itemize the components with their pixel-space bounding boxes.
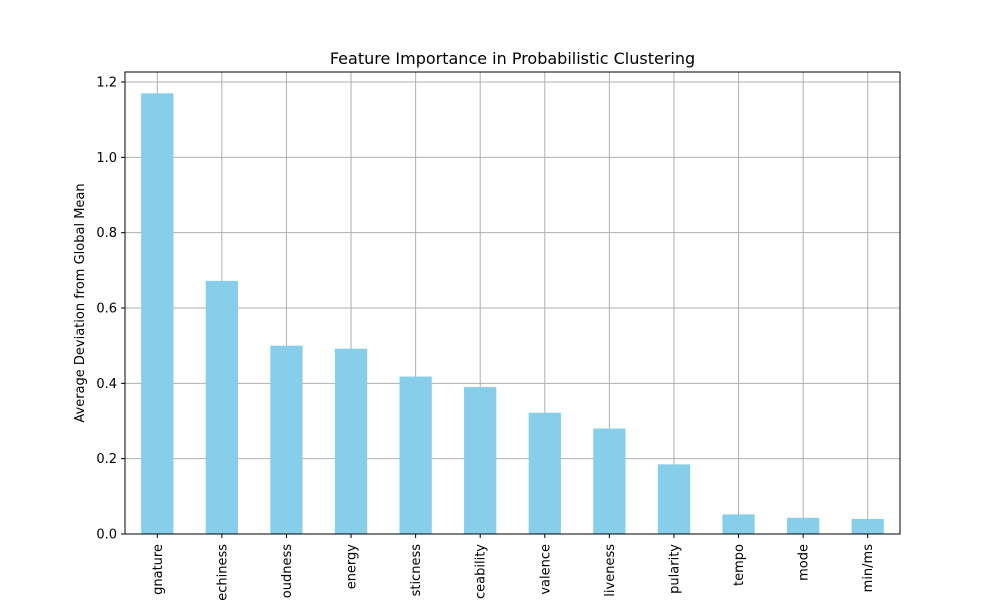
- bar-tempo: [722, 514, 755, 534]
- y-axis-label: Average Deviation from Global Mean: [73, 183, 88, 422]
- y-tick-label: 1.2: [96, 76, 117, 91]
- x-tick-label: mode: [797, 544, 812, 581]
- bar-ceability: [464, 387, 497, 534]
- x-tick-label: tempo: [732, 544, 747, 586]
- bar-energy: [334, 348, 368, 534]
- x-tick-label: echiness: [215, 544, 230, 600]
- bar-liveness: [593, 428, 626, 534]
- bar-min-ms: [851, 518, 884, 534]
- bar-pularity: [657, 464, 691, 534]
- plot-frame: [124, 71, 901, 535]
- bars: [141, 93, 884, 534]
- y-tick-label: 0.4: [96, 377, 117, 392]
- bar-mode: [786, 517, 820, 534]
- y-tick-label: 1.0: [96, 151, 117, 166]
- y-tick-label: 0.0: [96, 528, 117, 543]
- y-tick-label: 0.8: [96, 226, 117, 241]
- x-tick-label: valence: [538, 544, 553, 595]
- y-tick-label: 0.2: [96, 452, 117, 467]
- x-tick-label: min/ms: [861, 544, 876, 593]
- y-tick-label: 0.6: [96, 302, 117, 317]
- bar-echiness: [205, 280, 239, 534]
- bar-gnature: [141, 93, 174, 534]
- x-tick-label: gnature: [151, 544, 166, 595]
- grid-lines: [125, 72, 900, 535]
- x-tick-label: sticness: [409, 544, 424, 597]
- x-tick-label: liveness: [603, 544, 618, 597]
- bar-valence: [528, 412, 561, 534]
- y-axis-ticks: 0.0 0.2 0.4 0.6 0.8 1.0 1.2: [96, 76, 125, 543]
- x-axis-ticks: gnature echiness oudness energy sticness ceab…: [151, 534, 876, 600]
- x-tick-label: oudness: [280, 544, 295, 598]
- x-tick-label: pularity: [667, 544, 682, 594]
- bar-sticness: [399, 376, 432, 534]
- chart-title: Feature Importance in Probabilistic Clus…: [330, 49, 695, 68]
- x-tick-label: ceability: [474, 544, 489, 599]
- bar-oudness: [270, 345, 303, 534]
- x-tick-label: energy: [345, 544, 360, 590]
